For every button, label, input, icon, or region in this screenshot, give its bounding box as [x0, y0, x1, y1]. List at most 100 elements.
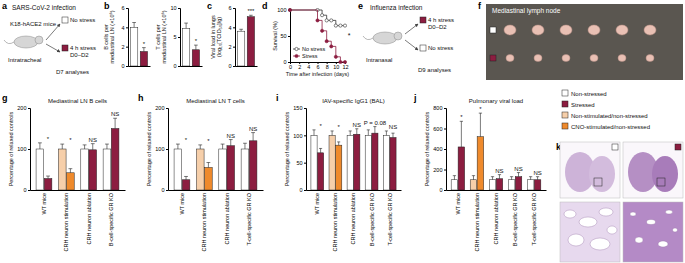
- marker: [343, 60, 346, 63]
- lung-lobe: [652, 156, 678, 192]
- tick-label: 800: [433, 105, 442, 111]
- marker: [320, 14, 323, 17]
- alveolus: [579, 217, 597, 227]
- tick-mark: [28, 108, 30, 109]
- tick-label: 0: [23, 187, 26, 193]
- tick-mark: [166, 108, 168, 109]
- error-bar: [184, 23, 188, 28]
- axis-title-line: T cells per: [155, 24, 161, 49]
- alveolus: [635, 237, 643, 243]
- tick: 4: [228, 25, 235, 31]
- tick: 2: [298, 62, 301, 70]
- error-line: [386, 131, 387, 135]
- tick: 150: [293, 105, 306, 111]
- plot-area: [130, 23, 147, 67]
- photo-label: Mediastinal lymph node: [492, 7, 561, 15]
- legend: No stressStress: [293, 46, 325, 59]
- error-cap: [221, 144, 225, 145]
- axis: WT miceCRH neuron stimulationCRH neuron …: [307, 190, 402, 251]
- legend-label: CNO-stimulated/non-stressed: [571, 124, 650, 130]
- annotation: *: [348, 32, 351, 39]
- error-bar: [239, 29, 243, 31]
- error-line: [134, 23, 135, 28]
- chart-title: IAV-specific IgG1 (BAL): [322, 98, 385, 104]
- tick: CRH neuron stimulation: [332, 190, 338, 251]
- error-cap: [46, 176, 50, 177]
- legend-marker: [295, 54, 298, 57]
- error-bar: [132, 23, 136, 28]
- tick: 50: [280, 33, 290, 39]
- tick: CRH neuron ablation: [86, 190, 92, 244]
- bar: [111, 129, 119, 191]
- error-cap: [184, 176, 188, 177]
- annotation: NS: [249, 126, 257, 132]
- error-cap: [176, 144, 180, 145]
- histology-k: [560, 142, 683, 262]
- tick: 400: [433, 146, 446, 152]
- bar: [515, 177, 522, 190]
- tick: 0: [439, 187, 446, 193]
- tick-label: 5: [173, 34, 176, 40]
- schematic-label: D0–D2: [70, 52, 89, 58]
- error-bar: [206, 163, 210, 168]
- bar: [36, 149, 44, 190]
- axis-line: [307, 190, 402, 191]
- panel-letter: c: [207, 1, 212, 11]
- plot-area: [311, 127, 396, 190]
- annotation: *: [460, 114, 463, 120]
- lymph-node: [618, 55, 626, 62]
- tick-mark: [444, 108, 446, 109]
- error-cap: [113, 118, 117, 119]
- alveolus: [647, 220, 656, 225]
- alveolus: [630, 212, 636, 216]
- axis-line: [181, 66, 203, 67]
- bar: [247, 17, 254, 66]
- bar: [237, 31, 244, 66]
- axis-line: [233, 9, 236, 67]
- marker: [316, 19, 319, 22]
- tick-mark: [233, 27, 235, 28]
- annotation: *: [47, 136, 50, 142]
- swatch: [562, 90, 568, 96]
- alveolus: [673, 228, 678, 232]
- error-cap: [510, 176, 513, 177]
- marker: [339, 24, 342, 27]
- error-bar: [142, 48, 146, 52]
- tick: B-cell-specific GR KO: [108, 190, 114, 246]
- error-cap: [243, 143, 247, 144]
- legend-label: No stress: [302, 46, 325, 52]
- tick: 200: [17, 105, 30, 111]
- tick-mark: [178, 37, 180, 38]
- error-cap: [91, 143, 95, 144]
- tick-label: 50: [296, 160, 302, 166]
- tick: WT mice: [179, 190, 185, 215]
- error-line: [195, 45, 196, 50]
- error-line: [314, 130, 315, 135]
- schematic-label: No stress: [70, 17, 95, 23]
- mouse-head: [394, 32, 402, 40]
- tick-mark: [444, 149, 446, 150]
- error-line: [39, 143, 40, 149]
- error-bar: [337, 142, 340, 145]
- error-cap: [198, 144, 202, 145]
- tick-label: 400: [433, 146, 442, 152]
- tick-label: 2: [121, 44, 124, 50]
- error-line: [338, 142, 339, 145]
- annotation: *: [185, 137, 188, 143]
- error-cap: [453, 175, 456, 176]
- line-chart: 024681012050100No stressStress*Time afte…: [272, 7, 351, 77]
- tick-label: 100: [293, 133, 302, 139]
- tick-mark: [304, 190, 306, 191]
- tick: B-cell-specific GR KO: [369, 190, 375, 246]
- bar: [192, 50, 199, 66]
- bar: [527, 180, 534, 190]
- alveolus: [666, 210, 673, 214]
- tick: 4: [121, 25, 128, 31]
- tick-mark: [233, 47, 235, 48]
- tick-mark: [126, 47, 128, 48]
- error-line: [392, 133, 393, 137]
- error-cap: [132, 22, 136, 23]
- bar: [451, 180, 458, 190]
- mouse-body: [14, 36, 38, 48]
- bar: [383, 135, 389, 190]
